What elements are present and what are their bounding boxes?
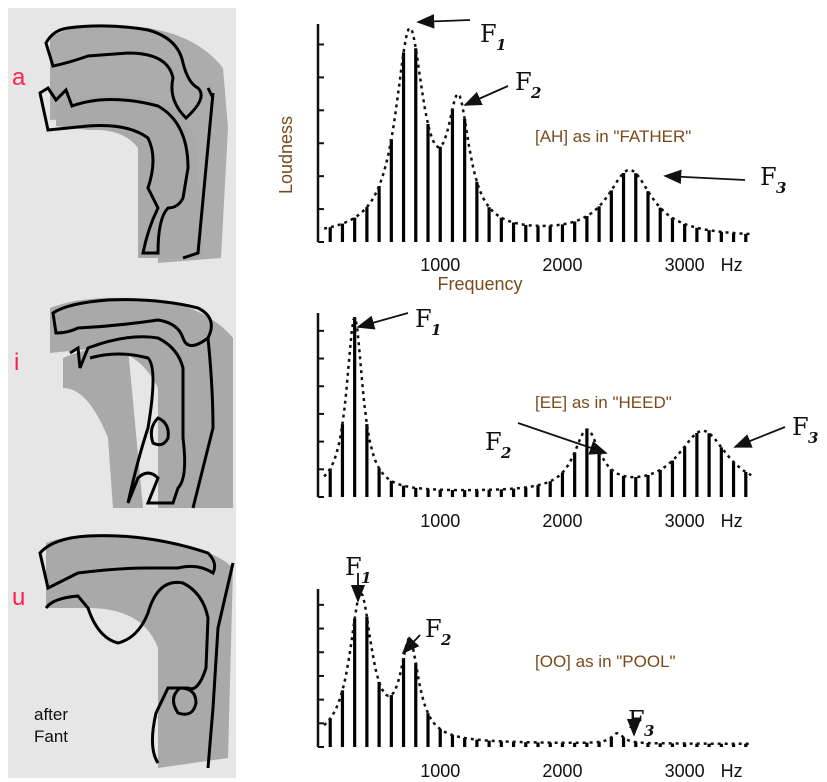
x-tick-label: 3000 [665, 511, 705, 531]
x-tick-label: 1000 [420, 511, 460, 531]
x-tick-label: 3000 [665, 761, 705, 781]
upper-outline-a [44, 24, 203, 121]
formant-arrow-2 [401, 634, 421, 655]
formant-subscript-1: 1 [496, 36, 506, 54]
epiglottis-outline-i [149, 416, 170, 447]
spectrum-ah: 1000 2000 3000 Hz Loudness Frequency [AH] as i… [270, 10, 827, 300]
vocal-tract-u [38, 534, 235, 769]
formant-subscript-2: 2 [530, 84, 541, 102]
formant-subscript-2: 2 [440, 631, 451, 649]
formant-subscript-3: 3 [776, 179, 786, 197]
vowel-label-i: i [14, 349, 20, 376]
spectral-envelope [323, 315, 752, 492]
y-axis-label: Loudness [276, 116, 296, 194]
formant-label-3: F [760, 163, 777, 191]
credit-line-2: Fant [34, 727, 69, 746]
x-tick-label: 2000 [542, 255, 582, 275]
vowel-phrase-label: [AH] as in "FATHER" [535, 127, 691, 146]
pharynx-outline-u [206, 562, 235, 769]
x-tick-label: 1000 [420, 255, 460, 275]
x-unit-label: Hz [721, 511, 743, 531]
palate-shading-u [46, 536, 233, 768]
tongue-shading-i [63, 346, 143, 508]
upper-outline-u [38, 534, 217, 591]
formant-label-2: F [425, 615, 442, 643]
spectrum-ee: 1000 2000 3000 Hz [EE] as in "HEED" F 1 F 2 F 3 [270, 305, 827, 531]
vowel-phrase-label: [OO] as in "POOL" [535, 652, 676, 671]
formant-label-1: F [345, 553, 362, 581]
formant-arrow-3 [733, 426, 786, 448]
x-tick-label: 1000 [420, 761, 460, 781]
vocal-tract-diagrams [38, 24, 235, 769]
formant-subscript-3: 3 [644, 722, 654, 740]
vowel-phrase-label: [EE] as in "HEED" [535, 393, 672, 412]
formant-arrow-1 [356, 312, 409, 330]
formant-label-1: F [480, 20, 497, 48]
harmonic-bars [328, 317, 748, 497]
palate-shading-i [50, 297, 233, 508]
x-tick-label: 2000 [542, 761, 582, 781]
vocal-tract-panel: a i u after Fant [8, 8, 236, 778]
x-unit-label: Hz [721, 255, 743, 275]
vocal-tract-i [50, 297, 233, 509]
credit-text: after Fant [34, 704, 94, 748]
spectrum-chart-oo: 1000 2000 3000 Hz[OO] as in "POOL"F 1F 2F 3 [316, 553, 752, 781]
formant-subscript-1: 1 [431, 321, 441, 339]
x-unit-label: Hz [721, 761, 743, 781]
formant-label-3: F [792, 413, 809, 441]
x-axis-label: Frequency [437, 274, 522, 294]
x-tick-label: 2000 [542, 511, 582, 531]
formant-label-1: F [415, 305, 432, 333]
formant-subscript-1: 1 [361, 569, 371, 587]
pharynx-outline-a [182, 87, 215, 260]
formant-label-2: F [485, 428, 502, 456]
spectrum-oo: 1000 2000 3000 Hz [OO] as in "POOL" F 1 F 2 F 3 [270, 535, 827, 782]
tongue-outline-i [69, 335, 187, 505]
tongue-outline-a [38, 85, 190, 255]
x-tick-label: 3000 [665, 255, 705, 275]
formant-label-2: F [515, 68, 532, 96]
formant-label-3: F [628, 706, 645, 734]
spectrum-chart-ee: 1000 2000 3000 Hz[EE] as in "HEED"F 1F 2F 3 [316, 305, 818, 531]
pharynx-outline-i [191, 337, 215, 509]
formant-subscript-3: 3 [808, 429, 818, 447]
formant-subscript-2: 2 [500, 444, 511, 462]
vowel-label-a: a [12, 64, 26, 91]
vocal-tract-a [38, 24, 228, 263]
formant-arrow-2 [463, 85, 509, 106]
harmonic-bars [328, 616, 748, 747]
spectral-envelope [323, 26, 752, 236]
spectrum-chart-ah: 1000 2000 3000 Hz Loudness Frequency [AH] as i… [276, 14, 786, 294]
tongue-shading-a [56, 95, 203, 258]
epiglottis-outline-u [172, 686, 198, 716]
upper-outline-i [51, 298, 213, 347]
harmonic-bars [328, 48, 748, 242]
vowel-label-u: u [12, 584, 26, 611]
formant-arrow-2 [517, 422, 608, 455]
formant-arrow-1 [416, 14, 471, 29]
credit-line-1: after [34, 705, 69, 724]
formant-arrow-3 [663, 169, 746, 185]
